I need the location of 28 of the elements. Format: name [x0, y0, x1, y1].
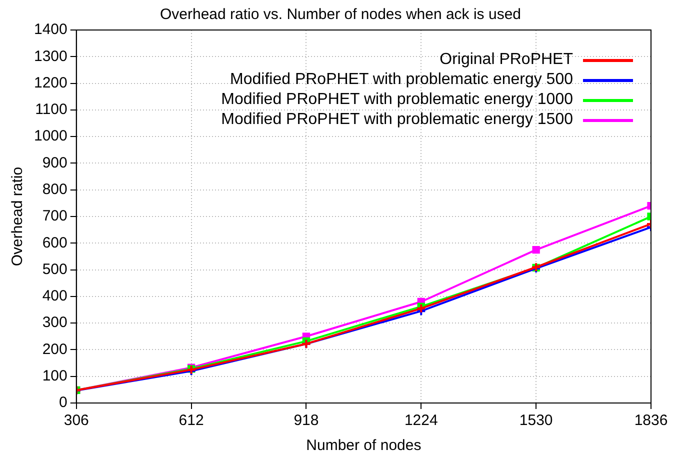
y-tick-label: 1200: [34, 74, 68, 92]
x-tick-label: 1530: [519, 412, 553, 430]
y-tick-label: 900: [42, 154, 68, 172]
y-tick-label: 1300: [34, 48, 68, 65]
x-tick-label: 612: [178, 412, 204, 430]
y-tick-label: 100: [42, 368, 68, 384]
y-tick-label: 1000: [34, 128, 68, 145]
x-tick-label: 306: [64, 412, 89, 430]
y-tick-label: 400: [42, 288, 68, 305]
y-tick-label: 600: [42, 234, 68, 252]
legend-label: Modified PRoPHET with problematic energy 1000: [221, 90, 573, 110]
x-tick-label: 1224: [404, 412, 438, 430]
legend-label: Original PRoPHET: [440, 50, 573, 70]
chart-title: Overhead ratio vs. Number of nodes when ack is used: [158, 6, 522, 23]
y-tick-label: 0: [59, 394, 68, 412]
y-axis-title: Overhead ratio: [9, 166, 26, 266]
y-tick-label: 300: [42, 314, 68, 332]
y-tick-label: 200: [42, 340, 68, 358]
y-tick-label: 500: [42, 260, 68, 278]
x-tick-label: 1836: [634, 412, 668, 430]
x-tick-label: 918: [294, 412, 319, 430]
legend-label: Modified PRoPHET with problematic energy 1500: [221, 110, 573, 130]
y-tick-label: 1100: [35, 101, 68, 118]
y-tick-label: 700: [42, 208, 68, 225]
legend-label: Modified PRoPHET with problematic energy 500: [230, 70, 573, 90]
y-tick-label: 800: [42, 181, 68, 198]
y-tick-label: 1400: [34, 21, 68, 38]
x-axis-title: Number of nodes: [306, 437, 422, 454]
